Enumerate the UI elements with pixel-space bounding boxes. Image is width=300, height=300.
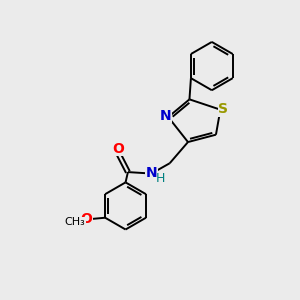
Text: S: S	[218, 102, 228, 116]
Text: CH₃: CH₃	[64, 217, 85, 227]
Text: N: N	[160, 109, 171, 122]
Text: O: O	[80, 212, 92, 226]
Text: H: H	[156, 172, 165, 185]
Text: N: N	[146, 166, 157, 180]
Text: O: O	[112, 142, 124, 155]
